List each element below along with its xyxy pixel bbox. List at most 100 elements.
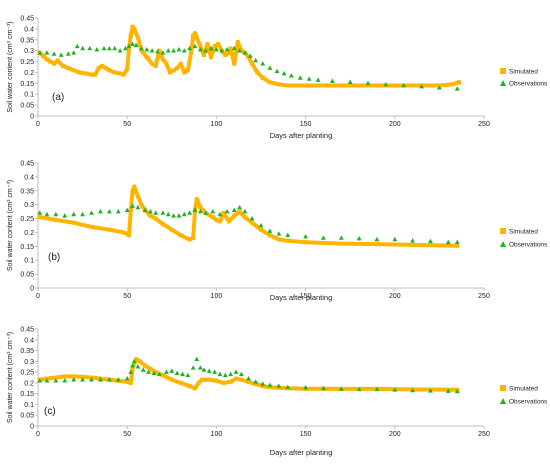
simulated-point [71,220,76,225]
simulated-point [125,379,130,384]
simulated-point [89,72,94,77]
observation-point [274,68,280,74]
observation-point [445,239,451,244]
simulated-point [125,67,130,72]
y-tick-label: 0 [30,114,34,121]
observation-point [37,378,43,383]
simulated-point [339,83,344,88]
observation-point [65,51,71,56]
legend-simulated-marker [500,68,506,74]
observation-point [392,387,398,392]
observation-point [151,370,157,375]
simulated-point [374,83,379,88]
simulated-point [53,375,58,380]
observation-point [231,207,237,213]
observation-point [267,65,273,70]
simulated-point [285,238,290,243]
simulated-point [449,82,454,87]
legend-simulated-label: Simulated [509,229,538,236]
observation-point [135,204,141,210]
y-axis-title: Soil water content (cm³ cm⁻³) [7,332,14,423]
observation-point [190,365,196,370]
observation-point [281,70,287,76]
observation-point [71,211,77,217]
observation-point [276,231,282,236]
observation-point [89,210,94,215]
observation-point [58,52,64,57]
simulated-point [285,83,290,88]
simulated-point [41,54,46,59]
observation-point [454,388,460,394]
simulated-point [374,242,379,247]
series-simulated-line [37,357,460,392]
simulated-point [93,72,98,77]
y-tick-label: 0 [30,424,34,431]
observation-point [44,211,50,217]
observation-point [192,43,198,49]
simulated-point [198,44,203,49]
observation-point [285,384,291,389]
simulated-point [250,220,255,225]
simulated-point [234,376,239,381]
observation-point [347,79,353,85]
observation-point [153,210,159,215]
observation-point [126,43,132,49]
observation-point [365,80,371,86]
x-tick-label: 50 [123,121,131,128]
x-axis-title: Days after planting [270,293,333,302]
simulated-point [216,42,221,47]
x-tick-label: 100 [211,431,223,438]
panel-label: (a) [52,92,64,103]
observation-point [101,45,107,51]
observation-point [297,75,303,80]
simulated-point [135,194,140,199]
simulated-point [267,385,272,390]
simulated-point [191,33,196,38]
simulated-point [455,243,460,248]
observation-point [106,377,112,382]
observation-point [219,48,225,53]
observation-point [164,369,169,374]
observation-point [258,222,264,228]
observation-point [228,371,234,377]
observation-point [174,370,180,375]
observation-point [253,57,259,63]
observation-point [165,48,171,53]
simulated-point [71,374,76,379]
x-tick-label: 250 [478,121,490,128]
observation-point [142,207,148,213]
simulated-point [205,42,210,47]
simulated-point [209,55,214,60]
observation-point [329,78,335,83]
simulated-point [253,381,258,386]
observation-point [260,381,266,386]
observation-point [130,203,135,208]
y-tick-label: 0.2 [24,380,34,387]
chart-panel-3: 0 0.05 0.1 0.15 0.2 0.25 0.3 0.35 0.4 0.45 0 50 100 1… [7,327,548,458]
simulated-point [185,68,190,73]
simulated-point [192,31,197,36]
observation-point [44,378,50,383]
observation-point [285,232,291,238]
observation-point [246,375,251,381]
observation-point [140,367,146,372]
observation-point [37,210,43,215]
legend-simulated-marker [500,228,506,234]
observation-point [80,377,85,382]
simulated-point [194,197,199,202]
simulated-point [148,213,153,218]
simulated-point [100,63,105,68]
observation-point [238,371,244,377]
observation-point [267,228,273,233]
observation-point [124,207,130,213]
simulated-point [128,380,133,385]
simulated-point [71,68,76,73]
observation-point [303,385,308,390]
simulated-point [228,379,233,384]
x-tick-label: 200 [389,431,401,438]
observation-point [176,213,182,218]
legend: Simulated Observations [500,68,548,88]
simulated-point [84,71,89,76]
simulated-point [118,71,123,76]
